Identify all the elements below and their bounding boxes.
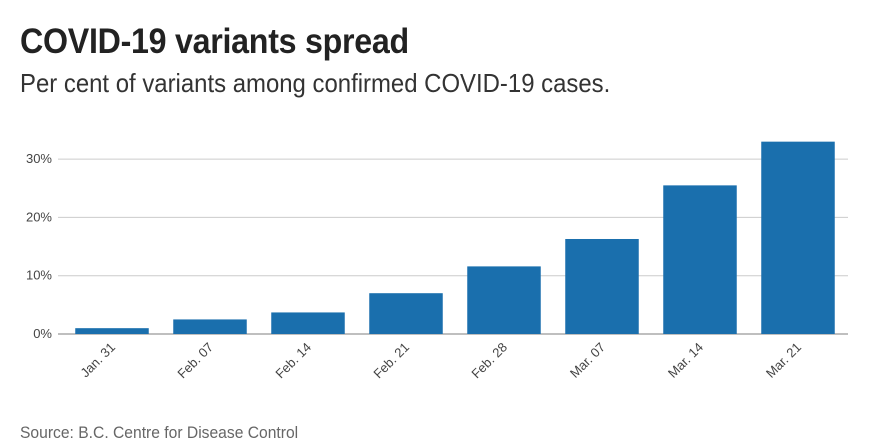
x-tick-label: Feb. 07 [174, 340, 216, 382]
y-tick-label: 20% [26, 209, 52, 224]
x-axis-ticks: Jan. 31 Feb. 07 Feb. 14 Feb. 21 Feb. 28 Mar. … [77, 340, 804, 382]
chart-title: COVID-19 variants spread [20, 22, 409, 61]
bar [369, 293, 443, 334]
bar [467, 266, 541, 334]
bar [75, 328, 149, 334]
chart-subtitle: Per cent of variants among confirmed COV… [20, 68, 611, 98]
x-tick-label: Mar. 07 [567, 340, 608, 381]
x-tick-label: Feb. 14 [272, 340, 314, 382]
x-tick-label: Jan. 31 [77, 340, 118, 381]
bars [75, 141, 835, 334]
y-tick-label: 30% [26, 151, 52, 166]
y-tick-label: 10% [26, 268, 52, 283]
bar [663, 185, 737, 334]
x-tick-label: Mar. 21 [763, 340, 804, 381]
source-note: Source: B.C. Centre for Disease Control [20, 423, 299, 442]
y-axis-ticks: 0% 10% 20% 30% [26, 151, 52, 341]
bar [271, 312, 345, 334]
bar [761, 141, 835, 334]
bar [173, 319, 247, 334]
y-tick-label: 0% [33, 326, 52, 341]
x-tick-label: Feb. 21 [370, 340, 412, 382]
bar [565, 238, 639, 334]
x-tick-label: Feb. 28 [468, 340, 510, 382]
x-tick-label: Mar. 14 [665, 340, 706, 381]
